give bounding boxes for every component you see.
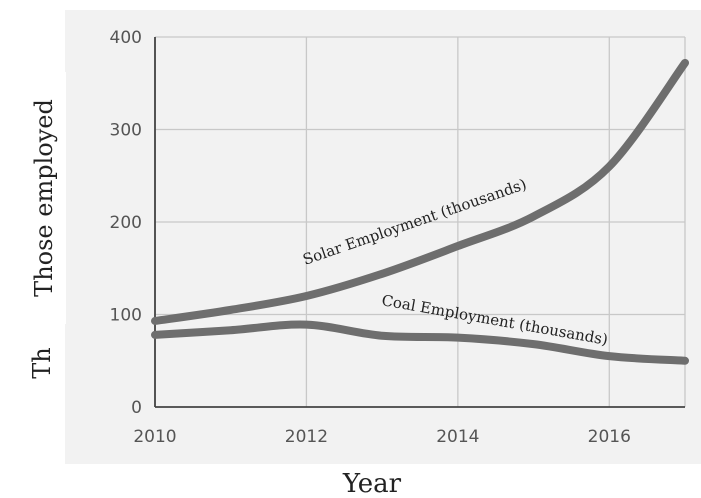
coal-employment-line	[151, 320, 689, 365]
x-tick-label: 2010	[133, 427, 176, 447]
y-tick-label: 300	[110, 121, 142, 141]
y-tick-labels: 0 100 200 300 400	[110, 28, 142, 418]
y-tick-label: 0	[131, 398, 142, 418]
y-tick-label: 200	[110, 213, 142, 233]
series-lines	[151, 58, 689, 365]
x-tick-label: 2016	[588, 427, 631, 447]
solar-employment-line	[151, 58, 689, 325]
y-axis-label: Those employed	[30, 99, 58, 297]
x-axis-label: Year	[342, 469, 402, 498]
plot-background	[65, 10, 701, 464]
x-tick-labels: 2010 2012 2014 2016	[133, 427, 631, 447]
x-tick-label: 2014	[436, 427, 479, 447]
grid	[154, 36, 686, 407]
y-tick-label: 100	[110, 306, 142, 326]
y-axis-label-clipped: Th	[28, 347, 56, 378]
x-tick-label: 2012	[285, 427, 328, 447]
y-tick-label: 400	[110, 28, 142, 48]
y-axis-label-box	[24, 72, 66, 324]
